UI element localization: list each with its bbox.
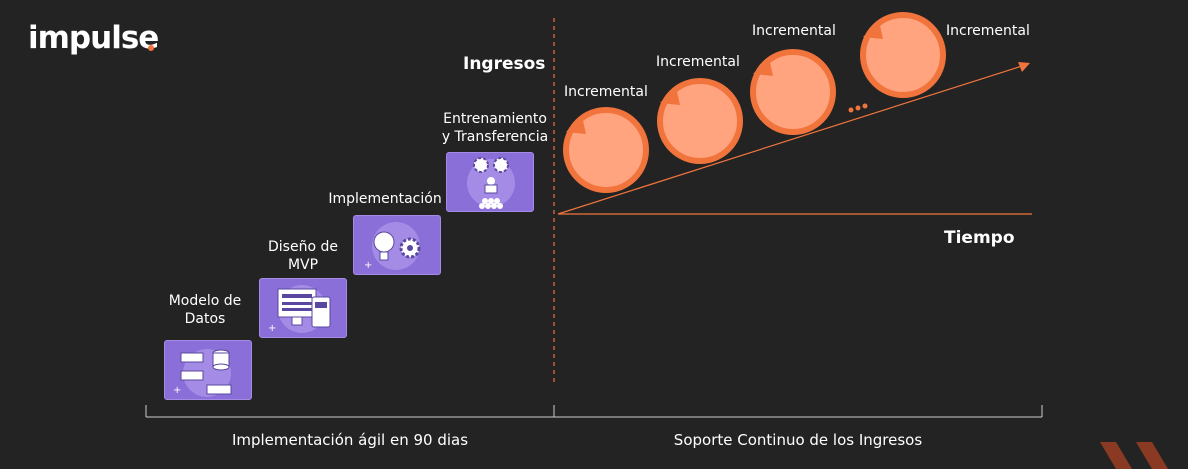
tiempo-axis-label: Tiempo [944, 228, 1015, 248]
incremental-label-4: Incremental [946, 23, 1030, 39]
growth-arrow-head [1018, 62, 1030, 72]
step-label-line: Entrenamiento [443, 111, 547, 127]
svg-text:+: + [268, 323, 276, 334]
ellipsis-dot [848, 107, 854, 113]
step-label-line: Datos [184, 311, 226, 327]
step-card-implementacion: + [353, 215, 441, 275]
incremental-circle-3 [750, 49, 836, 135]
step-label-implementacion: Implementación [320, 190, 450, 208]
step-label-line: MVP [287, 257, 319, 273]
step-card-entrenamiento [446, 152, 534, 212]
ellipsis-dot [855, 105, 861, 111]
incremental-label-2: Incremental [656, 54, 740, 70]
step-label-entrenamiento: Entrenamiento y Transferencia [420, 110, 570, 146]
ellipsis-dot [862, 103, 868, 109]
incremental-circle-4 [860, 12, 946, 98]
incremental-label-3: Incremental [752, 23, 836, 39]
step-label-modelo-de-datos: Modelo de Datos [150, 292, 260, 328]
step-label-line: Modelo de [168, 293, 242, 309]
chevron-icon [1100, 442, 1132, 469]
incremental-label-1: Incremental [564, 84, 648, 100]
monitor-mobile-icon: + [268, 285, 331, 334]
bottom-label-right: Soporte Continuo de los Ingresos [673, 431, 923, 449]
impulse-logo: impulse [28, 20, 159, 56]
incremental-circle-2 [657, 78, 743, 164]
svg-text:+: + [173, 385, 181, 396]
step-card-modelo-de-datos: + [164, 340, 252, 400]
step-label-line: Diseño de [268, 239, 338, 255]
chevron-icon [1136, 442, 1168, 469]
step-label-line: Implementación [328, 191, 442, 207]
incremental-circle-1 [563, 107, 649, 193]
step-card-diseno-mvp: + [259, 278, 347, 338]
svg-text:+: + [364, 260, 372, 271]
logo-dot [148, 45, 154, 51]
growth-arrow-line [557, 65, 1023, 215]
ingresos-axis-label: Ingresos [463, 54, 546, 74]
lightbulb-gear-icon: + [364, 222, 421, 271]
step-label-line: y Transferencia [441, 129, 549, 145]
database-servers-icon: + [173, 349, 232, 397]
presenter-audience-icon [467, 157, 515, 209]
bottom-label-left: Implementación ágil en 90 dias [231, 431, 469, 449]
step-label-diseno-mvp: Diseño de MVP [248, 238, 358, 274]
